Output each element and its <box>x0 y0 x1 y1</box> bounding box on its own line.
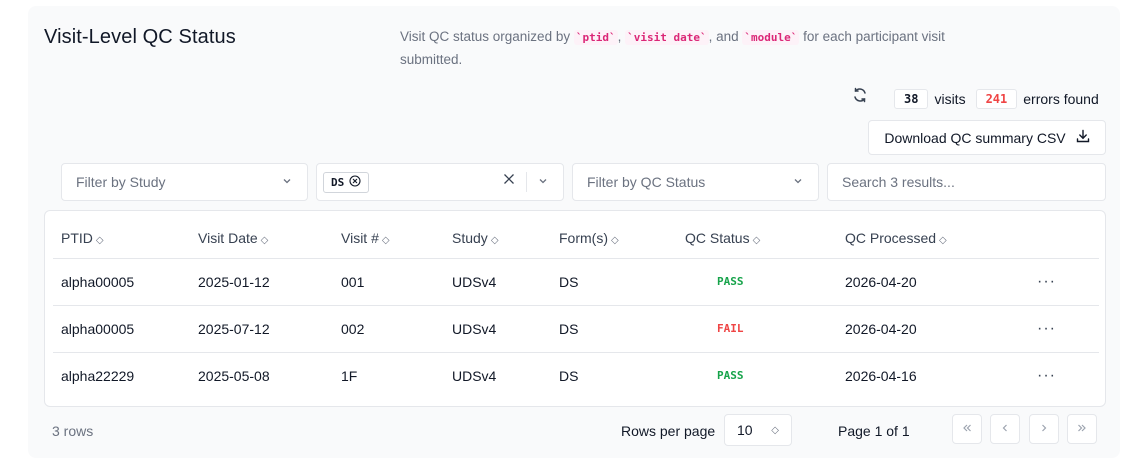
qc-stats: 38 visits 241 errors found <box>894 88 1109 110</box>
chevron-down-icon <box>792 174 804 190</box>
cell-forms: DS <box>551 258 677 306</box>
refresh-icon[interactable] <box>851 86 869 104</box>
cell-visit-number: 1F <box>341 367 358 384</box>
sort-icon[interactable]: ◇ <box>95 235 104 247</box>
chevrons-left-icon <box>961 422 973 437</box>
remove-chip-icon[interactable] <box>349 174 361 190</box>
chevrons-right-icon <box>1076 422 1088 437</box>
download-icon <box>1076 129 1090 146</box>
cell-ptid: alpha00005 <box>53 305 190 353</box>
row-actions-icon[interactable]: ··· <box>1037 366 1056 384</box>
cell-qc-processed: 2026-04-16 <box>845 367 917 384</box>
rows-per-page-value: 10 <box>737 422 753 438</box>
sort-icon[interactable]: ◇ <box>381 235 390 247</box>
table-row[interactable]: alpha00005 2025-07-12 002 UDSv4 DS FAIL … <box>53 305 1099 353</box>
rows-per-page-label: Rows per page <box>621 423 716 439</box>
description-text: for each participant visit submitted. <box>400 29 945 67</box>
chevron-down-icon[interactable] <box>527 174 557 190</box>
visits-label: visits <box>934 91 966 107</box>
table-row[interactable]: alpha00005 2025-01-12 001 UDSv4 DS PASS … <box>53 258 1099 306</box>
cell-study: UDSv4 <box>444 258 551 306</box>
study-filter-placeholder: Filter by Study <box>76 174 166 190</box>
column-header-label: PTID <box>61 230 93 247</box>
cell-study: UDSv4 <box>444 305 551 353</box>
first-page-button[interactable] <box>952 414 982 444</box>
cell-qc-processed: 2026-04-20 <box>837 258 1029 306</box>
cell-visit-number: 001 <box>333 258 444 306</box>
qc-table: PTID ◇ Visit Date ◇ Visit # ◇ Study ◇ Form(s… <box>53 219 1099 399</box>
table-row[interactable]: alpha22229 2025-05-08 1F UDSv4 DS PASS 2… <box>53 352 1099 399</box>
cell-forms: DS <box>559 367 579 384</box>
visits-count-badge: 38 <box>894 89 929 109</box>
table-header-row: PTID ◇ Visit Date ◇ Visit # ◇ Study ◇ Form(s… <box>53 219 1099 259</box>
sort-icon: ◇ <box>771 424 779 436</box>
rows-count: 3 rows <box>52 423 94 439</box>
qc-table-container: PTID ◇ Visit Date ◇ Visit # ◇ Study ◇ Form(s… <box>44 210 1106 407</box>
column-header-visit-date[interactable]: Visit Date ◇ <box>190 219 333 259</box>
module-filter-chip[interactable]: DS <box>323 171 370 193</box>
download-button-label: Download QC summary CSV <box>884 129 1066 146</box>
previous-page-button[interactable] <box>990 414 1020 444</box>
column-header-label: Form(s) <box>559 230 608 247</box>
qc-status-filter-placeholder: Filter by QC Status <box>587 174 706 190</box>
errors-label: errors found <box>1023 91 1099 107</box>
cell-visit-date: 2025-01-12 <box>190 258 333 306</box>
chevron-right-icon <box>1038 422 1050 437</box>
description-text: Visit QC status organized by <box>400 29 574 44</box>
errors-count-badge: 241 <box>975 89 1018 109</box>
cell-qc-processed: 2026-04-20 <box>837 305 1029 353</box>
code-ptid: `ptid` <box>573 30 618 45</box>
code-visit-date: `visit date` <box>625 30 709 45</box>
search-placeholder: Search 3 results... <box>842 174 955 190</box>
download-csv-button[interactable]: Download QC summary CSV <box>868 120 1106 155</box>
column-header-forms[interactable]: Form(s) ◇ <box>551 219 677 259</box>
column-header-label: QC Processed <box>845 230 937 247</box>
sort-icon[interactable]: ◇ <box>490 235 499 247</box>
rows-per-page-select[interactable]: 10 ◇ <box>724 414 792 446</box>
qc-status-badge: PASS <box>717 369 744 383</box>
column-header-study[interactable]: Study ◇ <box>444 219 551 259</box>
search-input[interactable]: Search 3 results... <box>827 163 1106 201</box>
qc-status-badge: FAIL <box>677 305 837 353</box>
column-header-qc-processed[interactable]: QC Processed ◇ <box>837 219 1029 259</box>
module-filter-select[interactable]: DS <box>316 163 564 201</box>
chevron-down-icon <box>281 174 293 190</box>
study-filter-select[interactable]: Filter by Study <box>61 163 308 201</box>
next-page-button[interactable] <box>1029 414 1059 444</box>
column-header-label: Study <box>452 230 488 247</box>
cell-visit-number: 002 <box>333 305 444 353</box>
close-icon[interactable] <box>492 172 527 192</box>
cell-ptid: alpha00005 <box>53 258 190 306</box>
cell-visit-date: 2025-05-08 <box>198 367 270 384</box>
column-header-label: QC Status <box>685 230 750 247</box>
last-page-button[interactable] <box>1067 414 1097 444</box>
code-module: `module` <box>742 30 800 45</box>
column-header-visit-number[interactable]: Visit # ◇ <box>333 219 444 259</box>
cell-visit-date: 2025-07-12 <box>190 305 333 353</box>
cell-forms: DS <box>551 305 677 353</box>
description-separator: , and <box>708 29 743 44</box>
sort-icon[interactable]: ◇ <box>939 235 947 247</box>
row-actions-icon[interactable]: ··· <box>1037 272 1056 290</box>
column-header-ptid[interactable]: PTID ◇ <box>53 219 190 259</box>
sort-icon[interactable]: ◇ <box>752 235 761 247</box>
page-info: Page 1 of 1 <box>838 423 910 439</box>
qc-status-badge: PASS <box>677 258 837 306</box>
page-description: Visit QC status organized by `ptid`, `vi… <box>400 26 980 71</box>
cell-ptid: alpha22229 <box>61 367 135 384</box>
cell-study: UDSv4 <box>452 367 497 384</box>
column-header-actions <box>1029 219 1099 259</box>
column-header-label: Visit Date <box>198 230 258 247</box>
sort-icon[interactable]: ◇ <box>260 235 269 247</box>
chevron-left-icon <box>999 422 1011 437</box>
column-header-qc-status[interactable]: QC Status ◇ <box>677 219 837 259</box>
module-chip-label: DS <box>331 175 345 189</box>
qc-status-filter-select[interactable]: Filter by QC Status <box>572 163 819 201</box>
sort-icon[interactable]: ◇ <box>611 235 619 247</box>
column-header-label: Visit # <box>341 230 379 247</box>
row-actions-icon[interactable]: ··· <box>1037 319 1056 337</box>
description-separator: , <box>617 29 626 44</box>
page-title: Visit-Level QC Status <box>44 26 236 48</box>
